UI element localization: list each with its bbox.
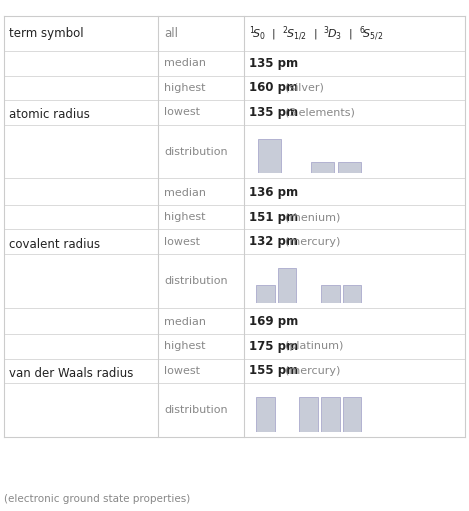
Bar (311, 161, 334, 173)
Text: (platinum): (platinum) (285, 341, 343, 352)
Bar (300, 398, 318, 432)
Bar (321, 398, 340, 432)
Text: (mercury): (mercury) (285, 237, 340, 247)
Text: lowest: lowest (164, 237, 200, 247)
Bar (343, 398, 362, 432)
Text: median: median (164, 58, 206, 68)
Text: 132 pm: 132 pm (250, 235, 298, 248)
Bar (278, 268, 296, 303)
Bar (256, 285, 274, 303)
Text: term symbol: term symbol (9, 27, 84, 40)
Text: (rhenium): (rhenium) (285, 212, 340, 222)
Text: atomic radius: atomic radius (9, 108, 90, 121)
Text: distribution: distribution (164, 276, 227, 286)
Bar (256, 398, 274, 432)
Text: median: median (164, 317, 206, 327)
Text: (silver): (silver) (285, 83, 324, 93)
Bar (258, 138, 280, 173)
Text: (mercury): (mercury) (285, 366, 340, 376)
Text: 160 pm: 160 pm (250, 81, 298, 95)
Text: (electronic ground state properties): (electronic ground state properties) (4, 494, 190, 504)
Text: all: all (164, 27, 178, 40)
Text: 135 pm: 135 pm (250, 106, 298, 119)
Text: 151 pm: 151 pm (250, 211, 298, 224)
Text: 135 pm: 135 pm (250, 57, 298, 70)
Text: highest: highest (164, 341, 205, 352)
Bar (343, 285, 362, 303)
Text: lowest: lowest (164, 366, 200, 376)
Text: 155 pm: 155 pm (250, 364, 299, 378)
Bar (338, 161, 361, 173)
Text: $^1\!S_0$  |  $^2\!S_{1/2}$  |  $^3\!D_3$  |  $^6\!S_{5/2}$: $^1\!S_0$ | $^2\!S_{1/2}$ | $^3\!D_3$ | … (250, 25, 384, 43)
Text: van der Waals radius: van der Waals radius (9, 367, 134, 380)
Text: 175 pm: 175 pm (250, 340, 298, 353)
Text: distribution: distribution (164, 405, 227, 415)
Text: lowest: lowest (164, 107, 200, 118)
Text: median: median (164, 188, 206, 198)
Bar (321, 285, 340, 303)
Text: covalent radius: covalent radius (9, 238, 100, 250)
Text: highest: highest (164, 83, 205, 93)
Text: distribution: distribution (164, 147, 227, 156)
Text: (3 elements): (3 elements) (285, 107, 355, 118)
Text: highest: highest (164, 212, 205, 222)
Text: 169 pm: 169 pm (250, 315, 299, 329)
Text: 136 pm: 136 pm (250, 186, 298, 199)
